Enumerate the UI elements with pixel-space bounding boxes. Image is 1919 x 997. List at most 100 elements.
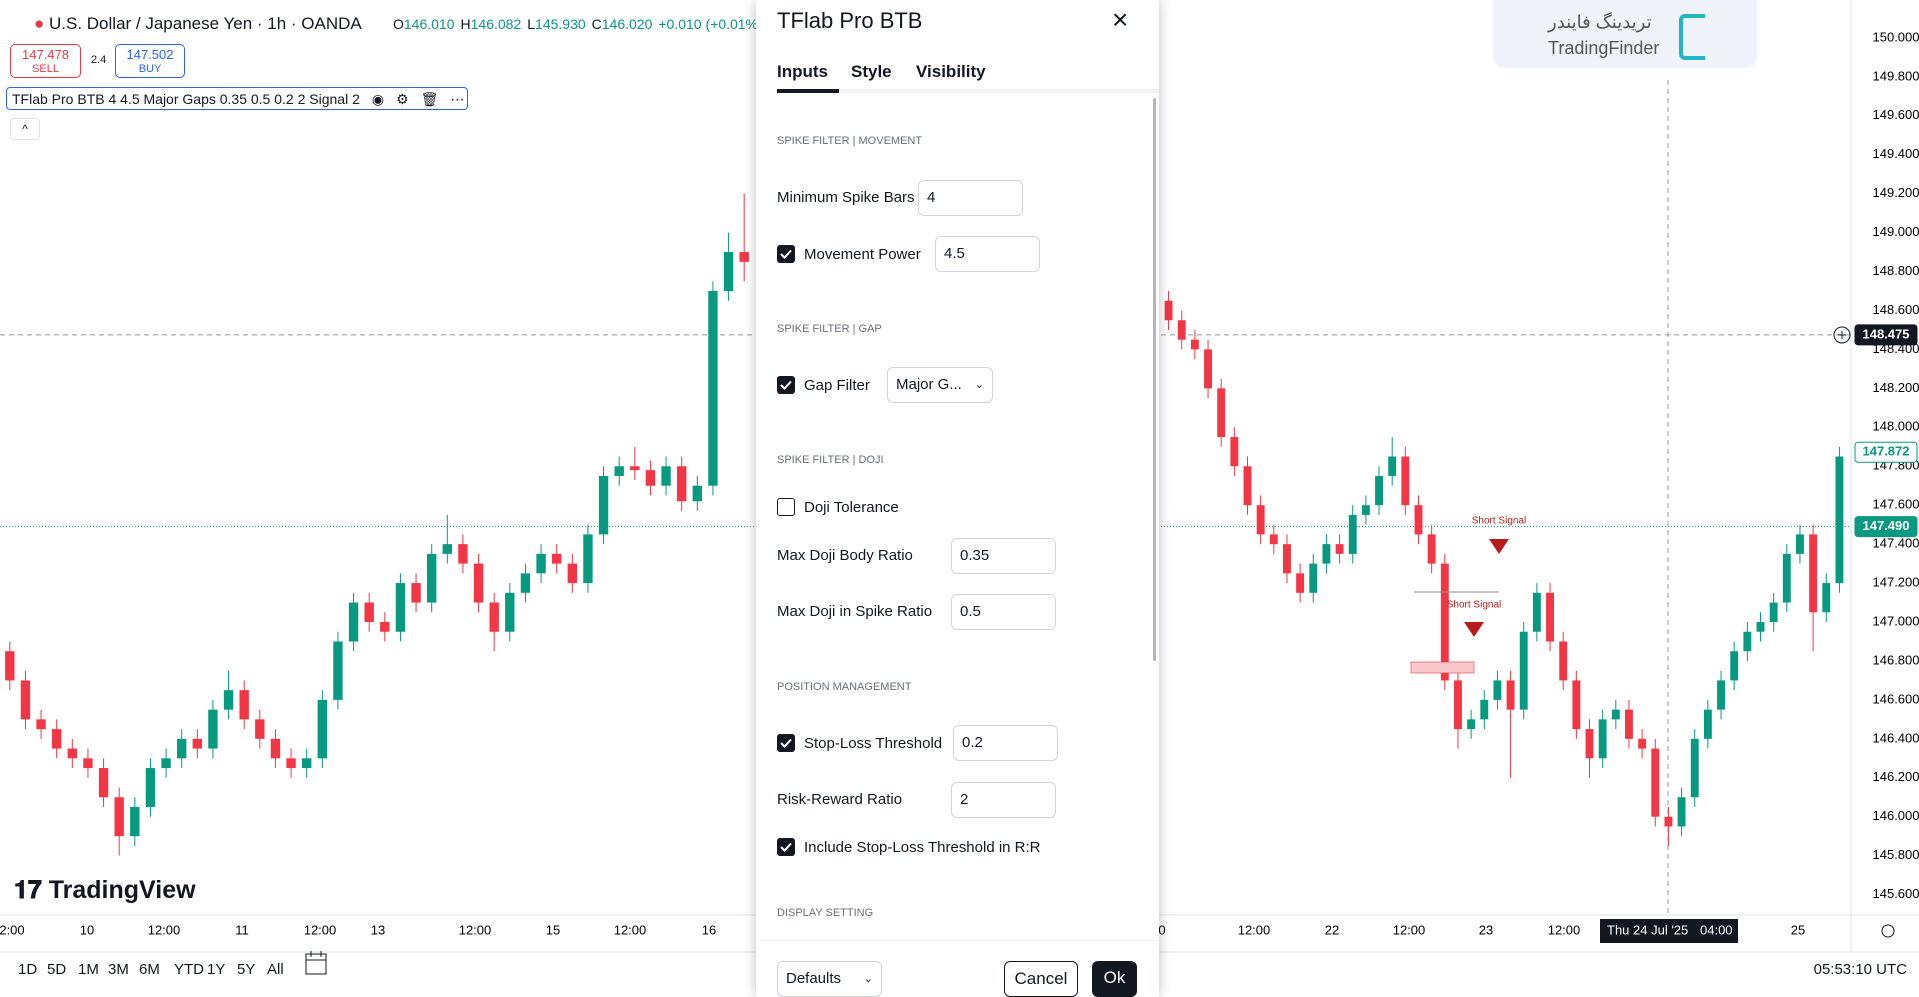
candle-body — [286, 758, 295, 768]
range-button[interactable]: All — [267, 961, 284, 978]
candle-body — [536, 554, 545, 573]
candle-body — [1257, 505, 1265, 534]
field-label: Risk-Reward Ratio — [777, 791, 902, 808]
candle-body — [1230, 437, 1238, 466]
field-input[interactable]: 0.35 — [951, 538, 1056, 574]
watermark-logo: 𝟏𝟕 — [14, 876, 49, 904]
range-button[interactable]: 1M — [78, 961, 99, 978]
collapse-button[interactable]: ^ — [10, 118, 40, 140]
candle-body — [1401, 457, 1409, 506]
signal-label: Short Signal — [1472, 516, 1526, 527]
field-input[interactable]: 2 — [951, 782, 1056, 818]
candle-body — [1717, 680, 1725, 709]
candle-body — [615, 466, 624, 476]
range-button[interactable]: 5Y — [237, 961, 255, 978]
checkbox[interactable] — [777, 734, 795, 752]
section-heading: SPIKE FILTER | MOVEMENT — [777, 135, 922, 147]
dialog-title: TFlab Pro BTB — [777, 8, 922, 34]
tab[interactable]: Style — [851, 62, 892, 82]
range-button[interactable]: 1D — [18, 961, 37, 978]
tab[interactable]: Inputs — [777, 62, 828, 82]
symbol-title[interactable]: ● U.S. Dollar / Japanese Yen · 1h · OAND… — [34, 14, 362, 34]
price-tick-label: 146.200 — [1873, 769, 1919, 784]
time-label: 13 — [371, 922, 385, 937]
checkbox[interactable] — [777, 245, 795, 263]
tab[interactable]: Visibility — [916, 62, 986, 82]
candle-body — [1415, 505, 1423, 534]
candle-body — [1217, 388, 1225, 437]
candle-body — [1283, 544, 1291, 573]
field-label: Stop-Loss Threshold — [804, 735, 942, 752]
field-select[interactable]: Major G...⌄ — [887, 367, 993, 403]
close-button[interactable]: × — [1112, 4, 1128, 36]
range-button[interactable]: YTD — [174, 961, 204, 978]
cancel-button[interactable]: Cancel — [1004, 961, 1078, 997]
field-label: Movement Power — [804, 246, 921, 263]
check-mark — [777, 245, 795, 263]
candle-body — [1204, 349, 1212, 388]
price-tick-label: 145.800 — [1873, 847, 1919, 862]
scrollbar[interactable] — [1153, 98, 1156, 661]
candle-body — [443, 544, 452, 554]
candle-body — [396, 583, 405, 632]
settings-dialog: TFlab Pro BTB × Inputs Style Visibility … — [756, 0, 1159, 996]
range-button[interactable]: 1Y — [207, 961, 225, 978]
candle-body — [1559, 641, 1567, 680]
candle-body — [1704, 710, 1712, 739]
field-input[interactable]: 0.2 — [953, 725, 1058, 761]
candle-body — [490, 603, 499, 632]
range-button[interactable]: 3M — [108, 961, 129, 978]
candle-body — [21, 680, 30, 719]
range-button[interactable]: 5D — [47, 961, 66, 978]
logo-name: TradingFinder — [1548, 38, 1659, 59]
candle-body — [1835, 457, 1843, 584]
checkbox[interactable] — [777, 376, 795, 394]
checkbox[interactable] — [777, 838, 795, 856]
select-caret: ⌄ — [864, 962, 873, 996]
candle-body — [411, 583, 420, 602]
field-input[interactable]: 4.5 — [935, 236, 1040, 272]
candle-body — [740, 252, 749, 262]
field-label: Doji Tolerance — [804, 499, 899, 516]
price-tag-label: 147.872 — [1863, 444, 1910, 459]
defaults-select[interactable]: Defaults⌄ — [777, 961, 882, 997]
time-label: 12:00 — [614, 922, 647, 937]
field-label: Include Stop-Loss Threshold in R:R — [804, 839, 1041, 856]
field-input[interactable]: 4 — [918, 180, 1023, 216]
price-tick-label: 148.000 — [1873, 419, 1919, 434]
calendar-icon[interactable] — [306, 951, 326, 974]
time-label: 22 — [1325, 922, 1339, 937]
spread: 2.4 — [91, 54, 106, 66]
price-tick-label: 146.000 — [1873, 808, 1919, 823]
price-tick-label: 147.000 — [1873, 613, 1919, 628]
crosshair-date: Thu 24 Jul '25 — [1607, 922, 1688, 937]
time-label: 25 — [1791, 922, 1805, 937]
candle-body — [1507, 680, 1515, 709]
candle-body — [99, 768, 108, 797]
price-tick-label: 150.000 — [1873, 29, 1919, 44]
candle-body — [1244, 466, 1252, 505]
ohlc-value: 146.010 — [404, 16, 455, 32]
candle-body — [1520, 632, 1528, 710]
time-label: 10 — [80, 922, 94, 937]
price-tick-label: 149.200 — [1873, 185, 1919, 200]
ok-button[interactable]: Ok — [1092, 961, 1137, 997]
checkbox[interactable] — [777, 498, 795, 516]
candle-body — [1586, 729, 1594, 758]
field-input[interactable]: 0.5 — [951, 594, 1056, 630]
candle-body — [1625, 710, 1633, 739]
candle-body — [630, 466, 639, 470]
indicator-icons[interactable]: ◉⚙🗑⋯ — [372, 91, 477, 107]
range-button[interactable]: 6M — [139, 961, 160, 978]
check-mark — [777, 838, 795, 856]
section-heading: DISPLAY SETTING — [777, 907, 873, 919]
candle-body — [1428, 534, 1436, 563]
candle-body — [1678, 797, 1686, 826]
settings-icon[interactable] — [1882, 925, 1894, 937]
section-heading: SPIKE FILTER | DOJI — [777, 454, 884, 466]
candle-body — [1322, 544, 1330, 563]
indicator-legend[interactable]: TFlab Pro BTB 4 4.5 Major Gaps 0.35 0.5 … — [6, 87, 468, 110]
